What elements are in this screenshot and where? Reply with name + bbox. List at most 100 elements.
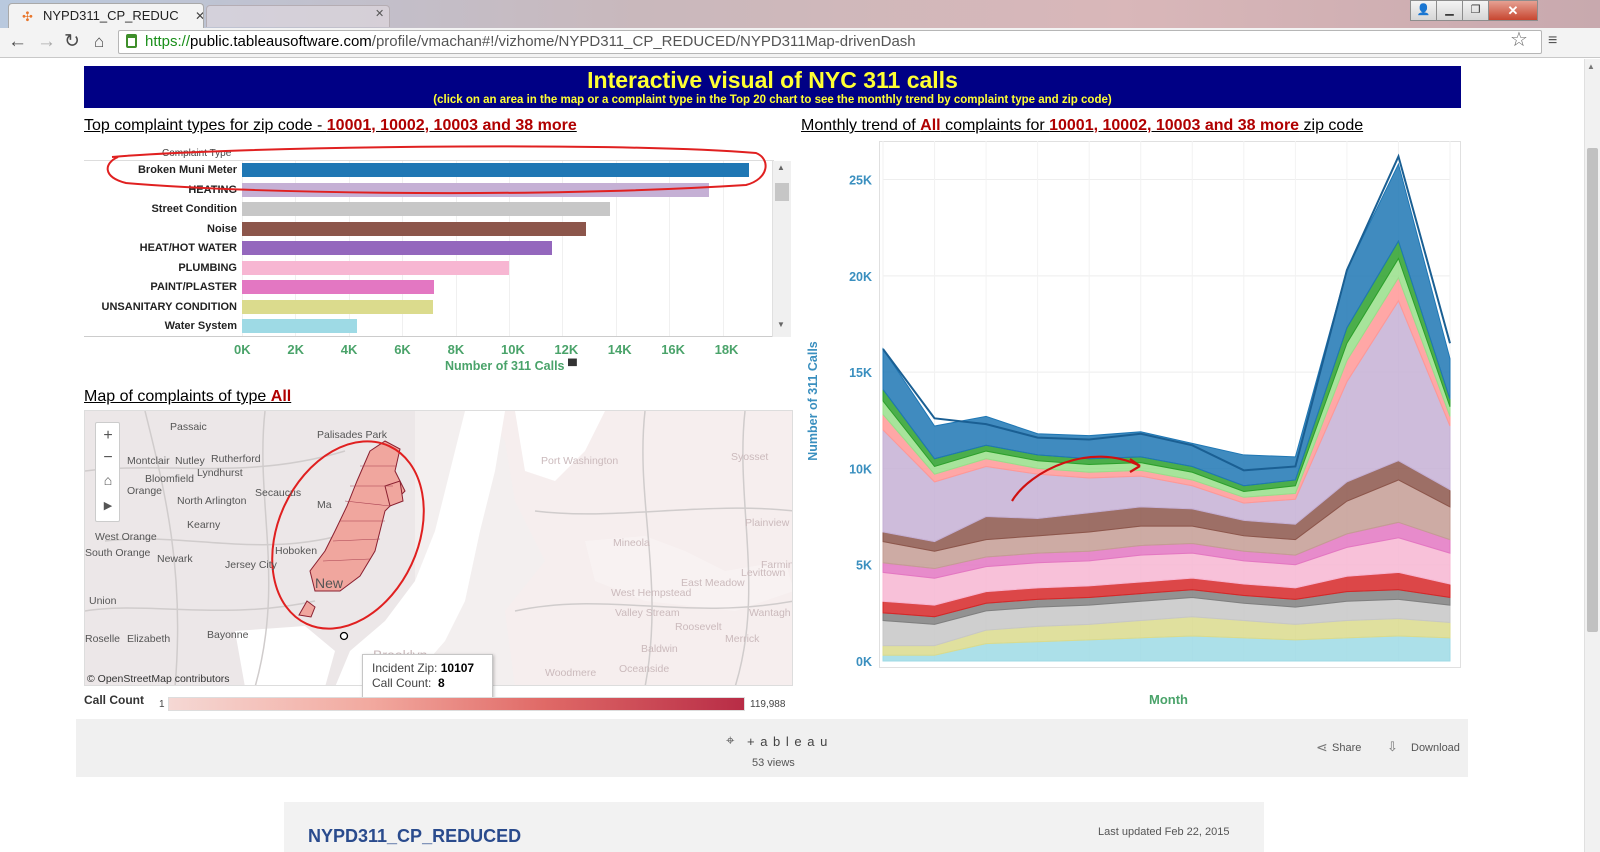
zoom-in-icon[interactable]: + [103, 427, 113, 444]
map-place-label: Levittown [741, 567, 786, 579]
top-complaints-bar-chart: Complaint Type Broken Muni Meter HEATING S… [84, 145, 794, 382]
map-place-label: Hoboken [275, 545, 318, 557]
scroll-up-arrow-icon[interactable]: ▲ [1587, 62, 1595, 71]
tooltip-zip-label: Incident Zip: [372, 661, 438, 675]
zoom-out-icon[interactable]: − [103, 449, 113, 466]
map-place-label: Farmingdale [761, 559, 792, 571]
bar-gridline [669, 161, 671, 336]
bar-mark[interactable] [242, 299, 433, 314]
bar-mark[interactable] [242, 202, 611, 216]
bar-category-label[interactable]: Water System [164, 320, 237, 332]
map-place-label: South Orange [85, 547, 151, 559]
bar-scroll-down-icon[interactable]: ▼ [777, 320, 785, 329]
trend-y-tick-label: 25K [849, 174, 872, 188]
bar-category-label[interactable]: Broken Muni Meter [137, 164, 237, 176]
sort-icon[interactable]: ▀ [567, 359, 577, 373]
bookmark-star-icon[interactable]: ☆ [1510, 29, 1528, 51]
trend-title-middle: complaints for [940, 117, 1050, 134]
tab-close-icon[interactable]: ✕ [195, 9, 203, 23]
map-place-label: Elizabeth [127, 633, 171, 645]
bar-mark[interactable] [242, 319, 357, 333]
trend-y-tick-label: 0K [856, 655, 872, 669]
expand-arrow-icon[interactable]: ▶ [103, 500, 113, 512]
map-place-label: Orange [127, 485, 163, 497]
tooltip-count-row: Call Count: 8 [372, 676, 492, 691]
trend-y-tick-label: 20K [849, 270, 872, 284]
map-place-label: Bloomfield [145, 473, 195, 485]
map-place-label: Roosevelt [675, 621, 722, 633]
map-place-label: Oceanside [619, 663, 670, 675]
menu-icon[interactable]: ≡ [1548, 32, 1558, 49]
map-place-label: Montclair [127, 455, 170, 467]
restore-icon[interactable]: ❐ [1462, 0, 1489, 21]
map-place-label: Nutley [175, 455, 205, 467]
map-place-label: Ma [317, 499, 332, 511]
share-button[interactable]: Share [1332, 742, 1362, 754]
download-button[interactable]: Download [1411, 742, 1460, 754]
reload-icon[interactable]: ↻ [64, 31, 80, 52]
browser-tab-active[interactable]: ✣ NYPD311_CP_REDUC ✕ [8, 3, 204, 28]
trend-area-series[interactable] [882, 162, 1451, 487]
page-scroll-thumb[interactable] [1587, 148, 1598, 632]
map-place-label: New [315, 575, 344, 591]
bar-scrollbar[interactable] [772, 161, 791, 337]
tableau-brand[interactable]: + a b l e a u [747, 734, 829, 749]
bar-scroll-up-icon[interactable]: ▲ [777, 163, 785, 172]
download-icon[interactable]: ⇩ [1387, 739, 1398, 754]
bar-mark[interactable] [242, 260, 509, 275]
bar-title-zip[interactable]: 10001, 10002, 10003 and 38 more [326, 117, 577, 134]
bar-category-label[interactable]: UNSANITARY CONDITION [101, 300, 237, 313]
bar-gridline [562, 161, 564, 336]
trend-x-axis-label: Month [1149, 692, 1188, 707]
trend-chart-title: Monthly trend of All complaints for 1000… [801, 117, 1363, 135]
close-window-icon[interactable]: ✕ [1488, 0, 1538, 21]
share-icon[interactable]: ⋖ [1316, 739, 1328, 755]
bar-scroll-thumb[interactable] [775, 183, 789, 201]
user-icon[interactable]: 👤 [1410, 0, 1437, 21]
bar-mark[interactable] [242, 241, 552, 255]
trend-title-zip[interactable]: 10001, 10002, 10003 and 38 more [1049, 117, 1300, 134]
forward-arrow-icon[interactable]: → [37, 31, 56, 52]
url-path: /profile/vmachan#!/vizhome/NYPD311_CP_RE… [371, 33, 916, 50]
trend-title-all[interactable]: All [920, 117, 941, 134]
complaint-map[interactable]: Passaic Palisades Park Montclair Nutley Ruth… [84, 410, 793, 686]
home-icon[interactable]: ⌂ [103, 472, 113, 488]
viz-info-card: NYPD311_CP_REDUCED Last updated Feb 22, … [284, 802, 1264, 852]
bar-x-tick-label: 10K [501, 342, 525, 357]
trend-y-tick-label: 10K [849, 462, 872, 476]
trend-plot-frame [879, 141, 1461, 668]
tab-close-icon[interactable]: ✕ [375, 8, 385, 20]
map-place-label: Plainview [745, 517, 790, 529]
bar-gridline [615, 161, 617, 336]
bar-mark[interactable] [242, 280, 435, 294]
bar-category-label[interactable]: PAINT/PLASTER [150, 281, 237, 293]
bar-category-label[interactable]: HEAT/HOT WATER [139, 242, 237, 254]
legend-min: 1 [159, 699, 165, 710]
annotation-arrowhead [1129, 458, 1141, 473]
bar-mark[interactable] [242, 221, 587, 236]
browser-tab-inactive[interactable] [206, 5, 390, 27]
url-scheme: https:// [145, 33, 191, 50]
map-title-prefix: Map of complaints of type [84, 388, 271, 405]
back-arrow-icon[interactable]: ← [8, 31, 27, 52]
map-place-label: North Arlington [177, 495, 247, 507]
minimize-icon[interactable]: ▁ [1436, 0, 1463, 21]
address-bar[interactable]: https://public.tableausoftware.com/profi… [118, 30, 1542, 54]
map-place-label: Merrick [725, 633, 760, 645]
banner-subtitle: (click on an area in the map or a compla… [433, 94, 1112, 106]
map-attribution: © OpenStreetMap contributors [87, 673, 230, 685]
map-title-type[interactable]: All [270, 388, 292, 405]
home-icon[interactable]: ⌂ [94, 32, 105, 51]
bar-mark[interactable] [242, 163, 750, 177]
map-place-label: Rutherford [211, 453, 261, 465]
trend-title-suffix: zip code [1299, 117, 1364, 134]
bar-category-label[interactable]: Street Condition [151, 203, 237, 215]
bar-category-label[interactable]: Noise [207, 222, 237, 235]
map-tooltip: Incident Zip: 10107 Call Count: 8 [362, 654, 493, 699]
bar-category-label[interactable]: PLUMBING [178, 261, 237, 274]
monthly-trend-area-chart[interactable]: 0K5K10K15K20K25K123456789101112 [840, 141, 1470, 671]
window-controls: 👤 ▁ ❐ ✕ [1410, 0, 1538, 22]
tableau-logo-icon[interactable]: ⌖ [726, 732, 735, 749]
lock-icon[interactable] [126, 34, 137, 48]
browser-toolbar: ← → ↻ ⌂ https://public.tableausoftware.c… [0, 28, 1600, 58]
